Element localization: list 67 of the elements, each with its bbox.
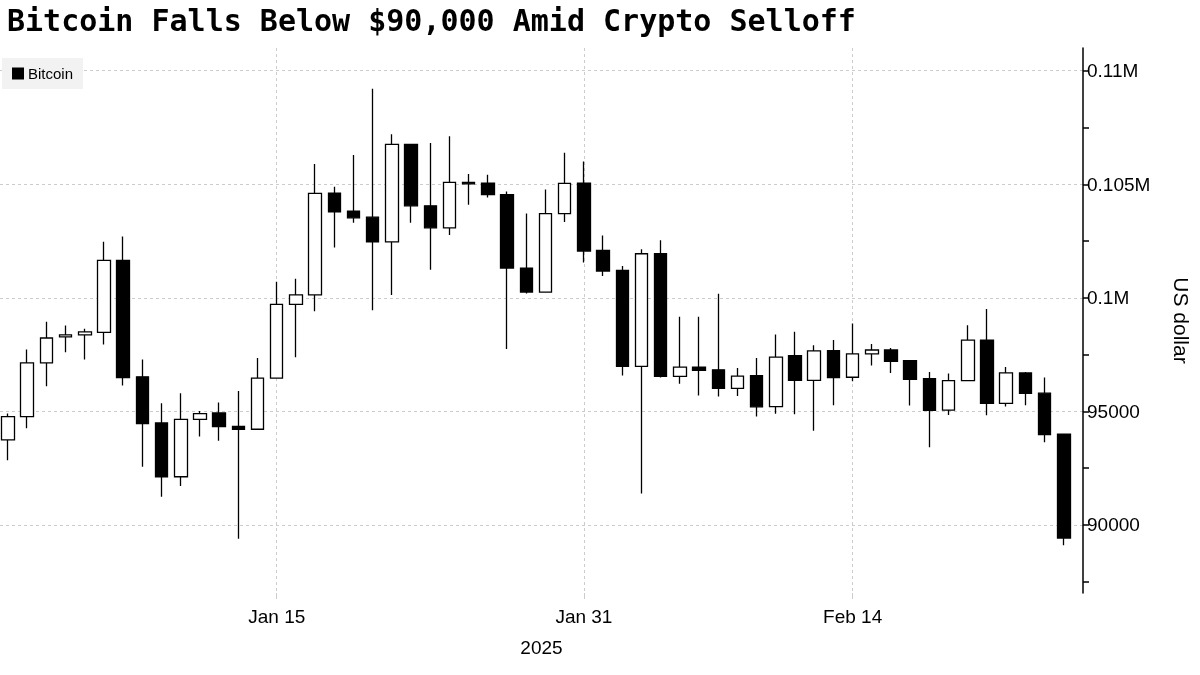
candlestick	[864, 343, 880, 367]
candlestick	[634, 248, 649, 495]
candlestick	[826, 339, 841, 406]
candlestick	[403, 143, 419, 224]
candlestick	[730, 367, 745, 397]
legend-label: Bitcoin	[28, 65, 74, 82]
candlestick	[902, 360, 918, 407]
y-tick-label: 95000	[1087, 400, 1140, 422]
x-tick-label: Jan 15	[248, 606, 306, 627]
y-tick-label: 0.105M	[1087, 173, 1151, 195]
y-tick-label: 90000	[1087, 514, 1140, 536]
x-tick-label: Feb 14	[823, 606, 883, 627]
candlestick	[519, 212, 534, 295]
candlestick	[77, 328, 93, 361]
candlestick	[173, 392, 189, 487]
candlestick	[115, 235, 131, 387]
candlestick	[557, 152, 572, 223]
candlestick	[19, 348, 35, 429]
candlestick	[768, 333, 784, 415]
y-tick-label: 0.11M	[1087, 60, 1139, 82]
candlestick	[211, 401, 227, 442]
chart-title: Bitcoin Falls Below $90,000 Amid Crypto Selloff	[7, 2, 856, 38]
candlestick	[250, 357, 265, 430]
candlestick	[499, 190, 515, 350]
candlestick	[883, 347, 899, 374]
candlestick	[960, 324, 976, 382]
x-axis-title: 2025	[520, 637, 563, 658]
candlestick	[461, 173, 476, 206]
candlestick	[711, 293, 726, 398]
candlestick	[288, 278, 304, 358]
candlestick	[595, 234, 611, 277]
y-axis-title: US dollar	[1170, 277, 1193, 364]
candlestick	[96, 241, 112, 346]
candlestick	[58, 324, 73, 353]
candlestick	[1037, 376, 1052, 443]
candlestick	[192, 410, 208, 438]
candlestick	[979, 308, 995, 416]
candlestick	[135, 358, 150, 468]
candlestick	[806, 344, 822, 432]
y-tick-label: 0.1M	[1087, 287, 1130, 309]
candlestick	[576, 160, 592, 264]
candlestick	[269, 281, 284, 379]
candlestick	[327, 186, 342, 249]
candlestick	[922, 371, 937, 448]
candlestick	[672, 316, 688, 385]
candlestick	[691, 316, 707, 397]
candlestick	[615, 265, 630, 377]
candlestick	[538, 188, 553, 293]
candlestick	[1018, 371, 1033, 406]
candlestick	[653, 239, 668, 379]
candlestick	[346, 154, 361, 224]
candlestick	[39, 321, 54, 387]
candlestick	[787, 331, 803, 415]
x-tick-label: Jan 31	[555, 606, 613, 627]
candlestick	[1056, 433, 1072, 546]
candlestick	[442, 135, 457, 236]
candlestick	[307, 163, 323, 312]
candlestick	[749, 357, 764, 418]
candlestick	[384, 133, 400, 296]
candlestick	[365, 88, 380, 311]
candlestick	[154, 402, 169, 498]
candlestick	[998, 366, 1014, 408]
candlestick	[845, 322, 860, 383]
candlestick	[941, 372, 956, 416]
candlestick	[480, 174, 496, 199]
candlestick	[423, 142, 438, 271]
candlestick	[231, 390, 246, 540]
